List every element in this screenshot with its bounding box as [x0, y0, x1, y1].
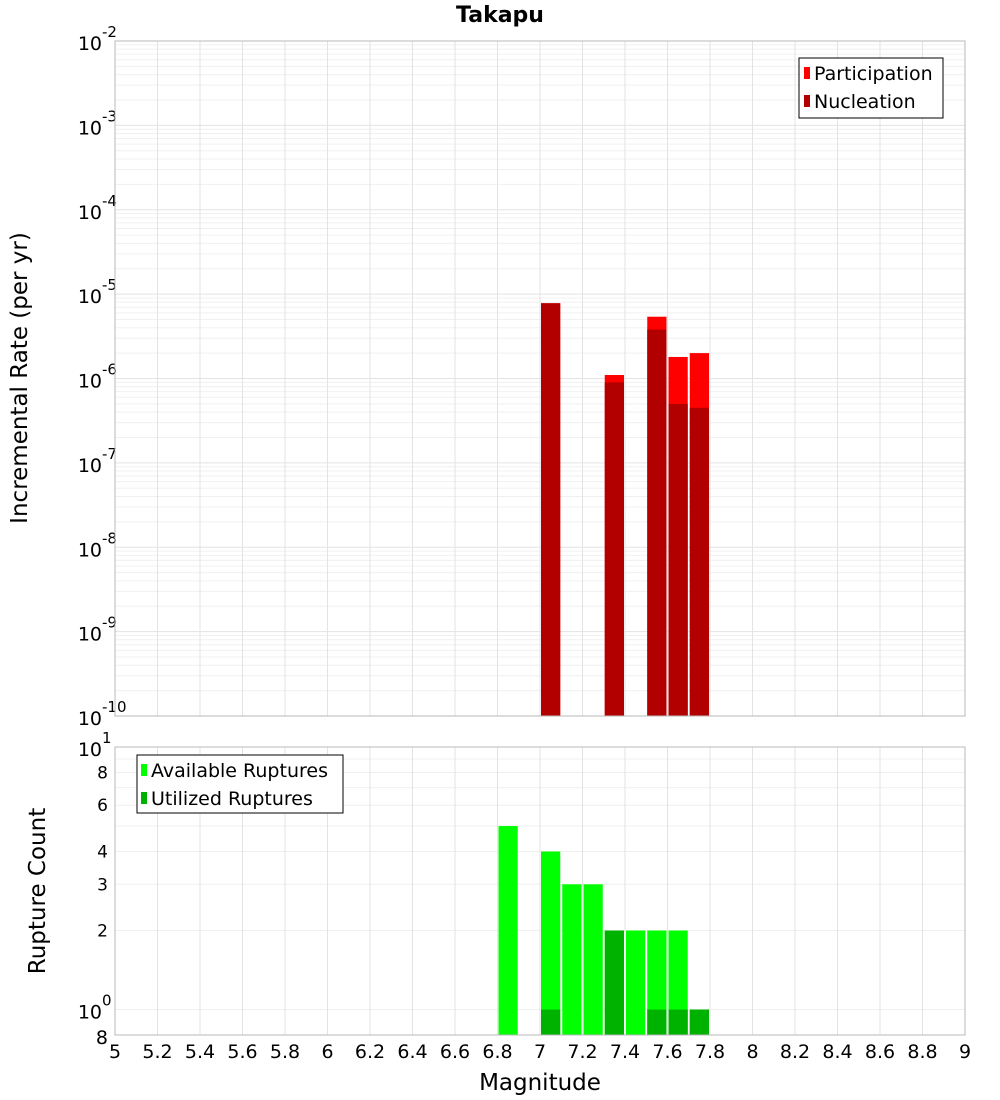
top-y-tick-label: 10	[78, 286, 102, 308]
top-y-tick-label: 10	[78, 539, 102, 561]
top-y-tick-label: 10	[78, 708, 102, 730]
x-tick-label: 5.8	[270, 1041, 300, 1063]
top-y-tick-exponent: -7	[102, 445, 117, 463]
available-ruptures-bar	[583, 884, 603, 1035]
nucleation-bar	[647, 329, 667, 716]
nucleation-legend-swatch	[804, 95, 810, 107]
x-tick-label: 7	[534, 1041, 546, 1063]
available-ruptures-bar	[647, 930, 667, 1035]
top-y-tick-label: 10	[78, 455, 102, 477]
top-y-tick-exponent: -5	[102, 276, 117, 294]
x-tick-label: 7.2	[567, 1041, 597, 1063]
x-tick-label: 5.4	[185, 1041, 215, 1063]
x-tick-label: 5.6	[227, 1041, 257, 1063]
utilized-ruptures-legend-label: Utilized Ruptures	[151, 788, 313, 810]
bottom-y-tick-label: 8	[96, 1027, 108, 1049]
bottom-legend-box	[136, 754, 344, 814]
available-ruptures-bar	[626, 930, 646, 1035]
x-tick-label: 6.8	[482, 1041, 512, 1063]
bottom-plot-frame	[114, 746, 966, 1036]
x-tick-label: 8.4	[822, 1041, 852, 1063]
bottom-y-tick-label: 10	[78, 1002, 102, 1024]
x-tick-label: 6.4	[397, 1041, 427, 1063]
top-legend: Participation Nucleation	[798, 57, 944, 119]
x-tick-label: 8	[746, 1041, 758, 1063]
bottom-y-tick-exponent: 1	[102, 729, 112, 747]
x-tick-label: 8.6	[865, 1041, 895, 1063]
top-legend-box	[798, 57, 944, 119]
available-ruptures-bar	[498, 826, 518, 1035]
available-ruptures-legend-label: Available Ruptures	[151, 760, 328, 782]
top-plot-frame	[114, 40, 966, 717]
x-tick-label: 8.2	[780, 1041, 810, 1063]
bottom-y-tick-label: 10	[78, 739, 102, 761]
x-tick-label: 6.6	[440, 1041, 470, 1063]
available-ruptures-bar	[562, 884, 582, 1035]
participation-legend-swatch	[804, 67, 810, 79]
available-ruptures-legend-swatch	[141, 764, 147, 776]
top-y-tick-exponent: -2	[102, 23, 117, 41]
top-y-tick-label: 10	[78, 33, 102, 55]
top-y-tick-exponent: -3	[102, 107, 117, 125]
utilized-ruptures-bar	[541, 1009, 561, 1035]
x-tick-label: 7.4	[610, 1041, 640, 1063]
top-y-tick-exponent: -4	[102, 192, 117, 210]
utilized-ruptures-bar	[604, 930, 624, 1035]
nucleation-bar	[541, 303, 561, 716]
nucleation-legend-label: Nucleation	[814, 91, 916, 113]
utilized-ruptures-legend-swatch	[141, 792, 147, 804]
chart-title: Takapu	[456, 3, 544, 28]
bottom-y-axis-label: Rupture Count	[25, 808, 51, 974]
top-plot-area: 10-210-310-410-510-610-710-810-910-10Par…	[78, 23, 966, 730]
bottom-y-tick-label: 8	[97, 763, 108, 783]
utilized-ruptures-bar	[647, 1009, 667, 1035]
utilized-ruptures-bar	[689, 1009, 709, 1035]
top-y-tick-label: 10	[78, 624, 102, 646]
top-y-tick-label: 10	[78, 202, 102, 224]
bottom-y-tick-label: 3	[97, 875, 108, 895]
nucleation-bar	[668, 403, 688, 716]
top-y-tick-exponent: -9	[102, 614, 117, 632]
nucleation-bar	[689, 407, 709, 716]
top-y-tick-exponent: -8	[102, 529, 117, 547]
x-tick-label: 9	[959, 1041, 971, 1063]
bottom-y-tick-label: 2	[97, 922, 108, 942]
x-axis-label: Magnitude	[479, 1070, 601, 1096]
bottom-y-tick-exponent: 0	[102, 992, 112, 1010]
top-y-tick-exponent: -6	[102, 361, 117, 379]
x-tick-label: 5.2	[142, 1041, 172, 1063]
bottom-y-tick-label: 4	[97, 842, 108, 862]
utilized-ruptures-bar	[668, 1009, 688, 1035]
x-tick-label: 5	[109, 1041, 121, 1063]
x-tick-label: 6.2	[355, 1041, 385, 1063]
available-ruptures-bar	[541, 851, 561, 1035]
x-tick-label: 8.8	[907, 1041, 937, 1063]
top-y-axis-label: Incremental Rate (per yr)	[7, 232, 33, 524]
top-y-tick-label: 10	[78, 117, 102, 139]
top-y-tick-label: 10	[78, 371, 102, 393]
nucleation-bar	[604, 382, 624, 716]
x-tick-label: 7.6	[652, 1041, 682, 1063]
bottom-legend: Available Ruptures Utilized Ruptures	[136, 754, 344, 814]
x-tick-label: 7.8	[695, 1041, 725, 1063]
bottom-y-tick-label: 6	[97, 796, 108, 816]
x-tick-label: 6	[321, 1041, 333, 1063]
participation-legend-label: Participation	[814, 63, 933, 85]
available-ruptures-bar	[668, 930, 688, 1035]
top-y-tick-exponent: -10	[102, 698, 127, 716]
